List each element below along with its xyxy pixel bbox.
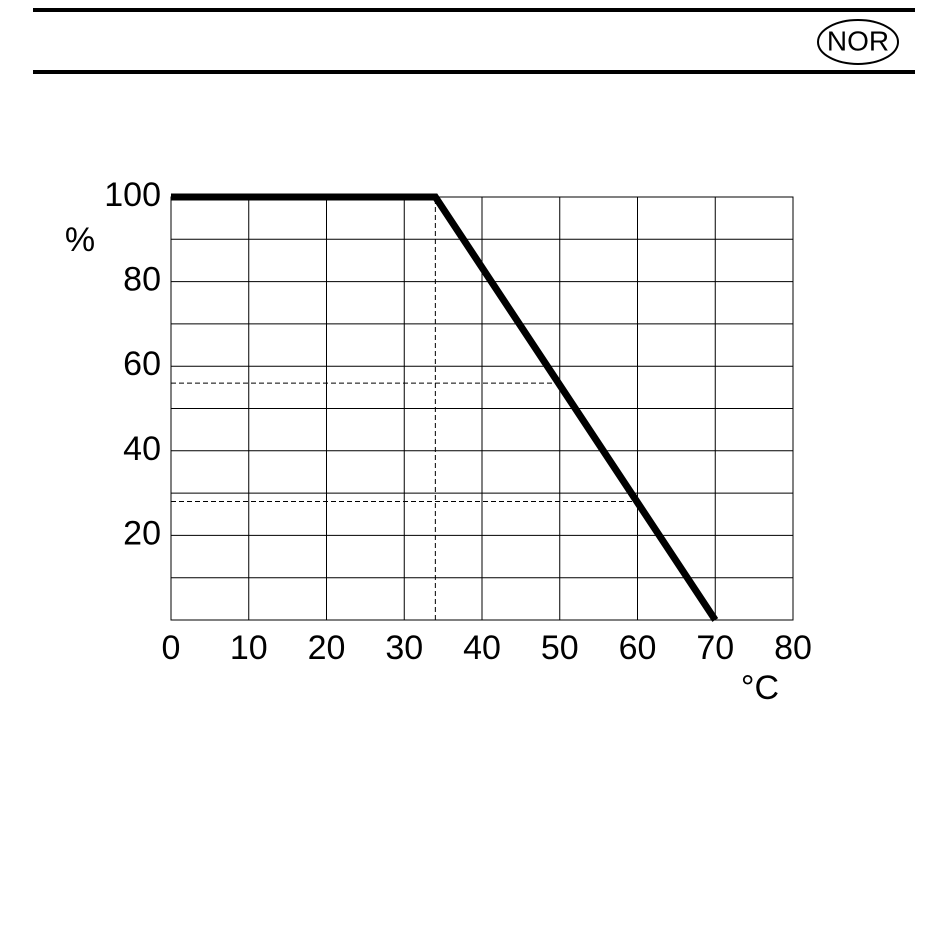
data-line	[171, 193, 719, 622]
x-tick-label: 20	[308, 629, 346, 667]
y-tick-label: 80	[123, 261, 161, 299]
badge: NOR	[827, 25, 889, 56]
x-tick-label: 50	[541, 629, 579, 667]
y-tick-label: 40	[123, 430, 161, 468]
x-tick-label: 30	[385, 629, 423, 667]
badge-outline	[817, 19, 899, 65]
x-tick-label: 40	[463, 629, 501, 667]
y-tick-label: 60	[123, 345, 161, 383]
y-tick-label: 20	[123, 514, 161, 552]
x-tick-label: 0	[162, 629, 181, 667]
x-tick-label: 10	[230, 629, 268, 667]
x-tick-label: 60	[619, 629, 657, 667]
x-axis-label: °C	[741, 669, 779, 707]
x-tick-label: 70	[696, 629, 734, 667]
x-tick-label: 80	[774, 629, 812, 667]
y-tick-label: 100	[104, 176, 161, 214]
y-axis-label: %	[65, 221, 95, 259]
